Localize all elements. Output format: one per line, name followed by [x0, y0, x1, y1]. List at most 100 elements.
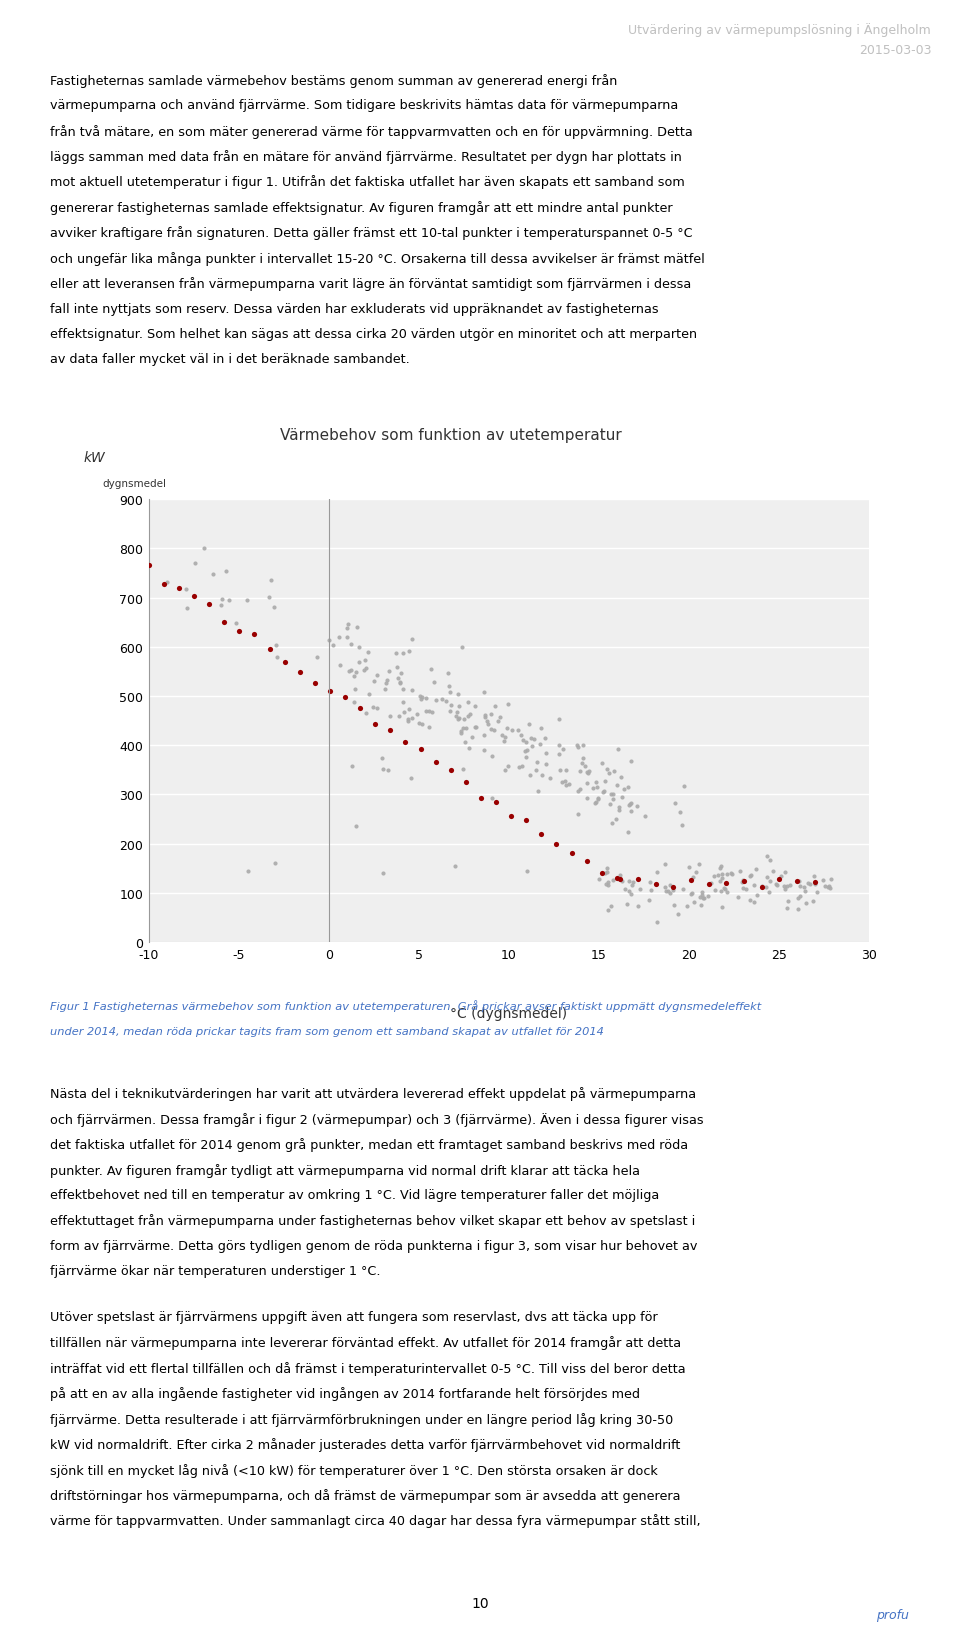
- Point: [724, 862, 739, 888]
- Point: [487, 693, 502, 720]
- Text: Fastigheternas samlade värmebehov bestäms genom summan av genererad energi från: Fastigheternas samlade värmebehov bestäm…: [50, 74, 617, 89]
- Point: [516, 728, 531, 754]
- Point: [600, 869, 615, 895]
- Point: [599, 859, 614, 885]
- Point: [341, 659, 356, 685]
- Point: [605, 811, 620, 838]
- Point: [375, 860, 391, 887]
- Point: [616, 777, 632, 803]
- Point: [774, 864, 789, 890]
- Point: [570, 779, 586, 805]
- Point: [731, 883, 746, 910]
- Point: [396, 690, 411, 716]
- Point: [503, 803, 518, 829]
- Point: [714, 865, 730, 892]
- Point: [558, 769, 573, 795]
- Point: [600, 897, 615, 923]
- Point: [345, 754, 360, 780]
- Point: [558, 757, 573, 783]
- Point: [572, 759, 588, 785]
- Point: [609, 806, 624, 833]
- Point: [762, 847, 778, 874]
- Point: [277, 649, 293, 675]
- Point: [400, 706, 416, 733]
- Point: [421, 698, 437, 724]
- Point: [562, 772, 577, 798]
- Point: [415, 711, 430, 738]
- Point: [337, 685, 352, 711]
- Point: [454, 634, 469, 661]
- Point: [723, 860, 738, 887]
- Point: [777, 874, 792, 900]
- Text: Utöver spetslast är fjärrvärmens uppgift även att fungera som reservlast, dvs at: Utöver spetslast är fjärrvärmens uppgift…: [50, 1310, 658, 1323]
- Point: [411, 710, 426, 736]
- Point: [403, 765, 419, 792]
- Point: [360, 639, 375, 665]
- Point: [806, 864, 822, 890]
- Point: [792, 869, 807, 895]
- Point: [700, 883, 715, 910]
- Point: [780, 874, 795, 900]
- Point: [374, 746, 390, 772]
- Point: [624, 792, 639, 818]
- Point: [720, 880, 735, 906]
- Point: [755, 874, 770, 900]
- Point: [460, 690, 475, 716]
- Point: [450, 706, 466, 733]
- Point: [575, 733, 590, 759]
- Point: [791, 885, 806, 911]
- Point: [481, 711, 496, 738]
- Point: [512, 754, 527, 780]
- Point: [641, 887, 657, 913]
- Point: [743, 864, 758, 890]
- Text: sjönk till en mycket låg nivå (<10 kW) för temperaturer över 1 °C. Den största o: sjönk till en mycket låg nivå (<10 kW) f…: [50, 1462, 658, 1477]
- Point: [595, 779, 611, 805]
- Point: [643, 870, 659, 897]
- Point: [619, 892, 635, 918]
- Point: [552, 733, 567, 759]
- Point: [667, 790, 683, 816]
- Point: [388, 641, 403, 667]
- Point: [186, 583, 202, 610]
- Point: [713, 879, 729, 905]
- Point: [420, 715, 436, 741]
- Point: [554, 769, 569, 795]
- Point: [455, 716, 470, 742]
- Point: [451, 693, 467, 720]
- Point: [579, 785, 594, 811]
- Point: [694, 879, 709, 905]
- Point: [348, 659, 364, 685]
- Point: [703, 870, 718, 897]
- Point: [738, 877, 754, 903]
- Text: från två mätare, en som mäter genererad värme för tappvarmvatten och en för uppv: från två mätare, en som mäter genererad …: [50, 125, 693, 139]
- Point: [626, 870, 641, 897]
- Point: [141, 552, 156, 579]
- Point: [518, 806, 534, 833]
- Point: [221, 587, 236, 613]
- Point: [712, 869, 728, 895]
- Point: [796, 874, 811, 900]
- Point: [179, 577, 194, 603]
- Text: läggs samman med data från en mätare för använd fjärrvärme. Resultatet per dygn : läggs samman med data från en mätare för…: [50, 149, 682, 164]
- Point: [542, 765, 558, 792]
- Point: [515, 754, 530, 780]
- Point: [609, 865, 624, 892]
- Point: [483, 716, 498, 742]
- Point: [156, 572, 172, 598]
- Point: [483, 701, 498, 728]
- Point: [683, 882, 698, 908]
- Point: [494, 723, 510, 749]
- Point: [217, 610, 232, 636]
- Point: [444, 757, 459, 783]
- Point: [489, 788, 504, 815]
- Point: [601, 760, 616, 787]
- Point: [750, 882, 765, 908]
- Point: [171, 575, 186, 602]
- Point: [658, 874, 673, 900]
- Point: [359, 700, 374, 726]
- Point: [674, 813, 689, 839]
- Point: [215, 587, 230, 613]
- Point: [793, 883, 808, 910]
- Point: [534, 821, 549, 847]
- Point: [569, 733, 585, 759]
